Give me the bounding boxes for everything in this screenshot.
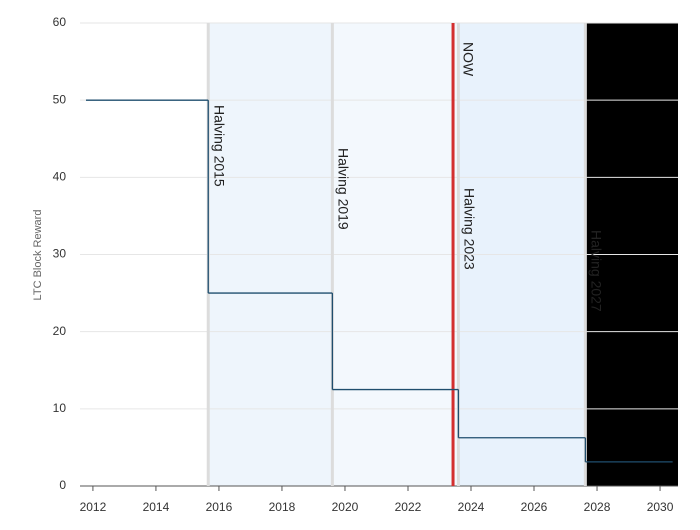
x-tick-label: 2022 bbox=[395, 500, 422, 514]
x-tick-label: 2012 bbox=[80, 500, 107, 514]
halving-label: Halving 2015 bbox=[212, 105, 228, 187]
y-tick-label: 60 bbox=[53, 15, 67, 29]
y-tick-label: 40 bbox=[53, 170, 67, 184]
x-tick-label: 2028 bbox=[584, 500, 611, 514]
y-tick-label: 0 bbox=[59, 478, 66, 492]
y-tick-label: 10 bbox=[53, 401, 67, 415]
x-tick-label: 2018 bbox=[269, 500, 296, 514]
halving-label: Halving 2019 bbox=[336, 148, 352, 230]
x-tick-label: 2026 bbox=[521, 500, 548, 514]
y-tick-label: 30 bbox=[53, 247, 67, 261]
y-tick-label: 20 bbox=[53, 324, 67, 338]
halving-label: Halving 2023 bbox=[462, 188, 478, 270]
x-tick-label: 2016 bbox=[206, 500, 233, 514]
x-tick-label: 2020 bbox=[332, 500, 359, 514]
x-tick-label: 2014 bbox=[143, 500, 170, 514]
x-tick-label: 2024 bbox=[458, 500, 485, 514]
halving-label: Halving 2027 bbox=[589, 230, 605, 312]
now-label: NOW bbox=[460, 42, 476, 77]
y-tick-label: 50 bbox=[53, 92, 67, 106]
y-axis-label: LTC Block Reward bbox=[32, 210, 44, 301]
x-tick-label: 2030 bbox=[647, 500, 674, 514]
